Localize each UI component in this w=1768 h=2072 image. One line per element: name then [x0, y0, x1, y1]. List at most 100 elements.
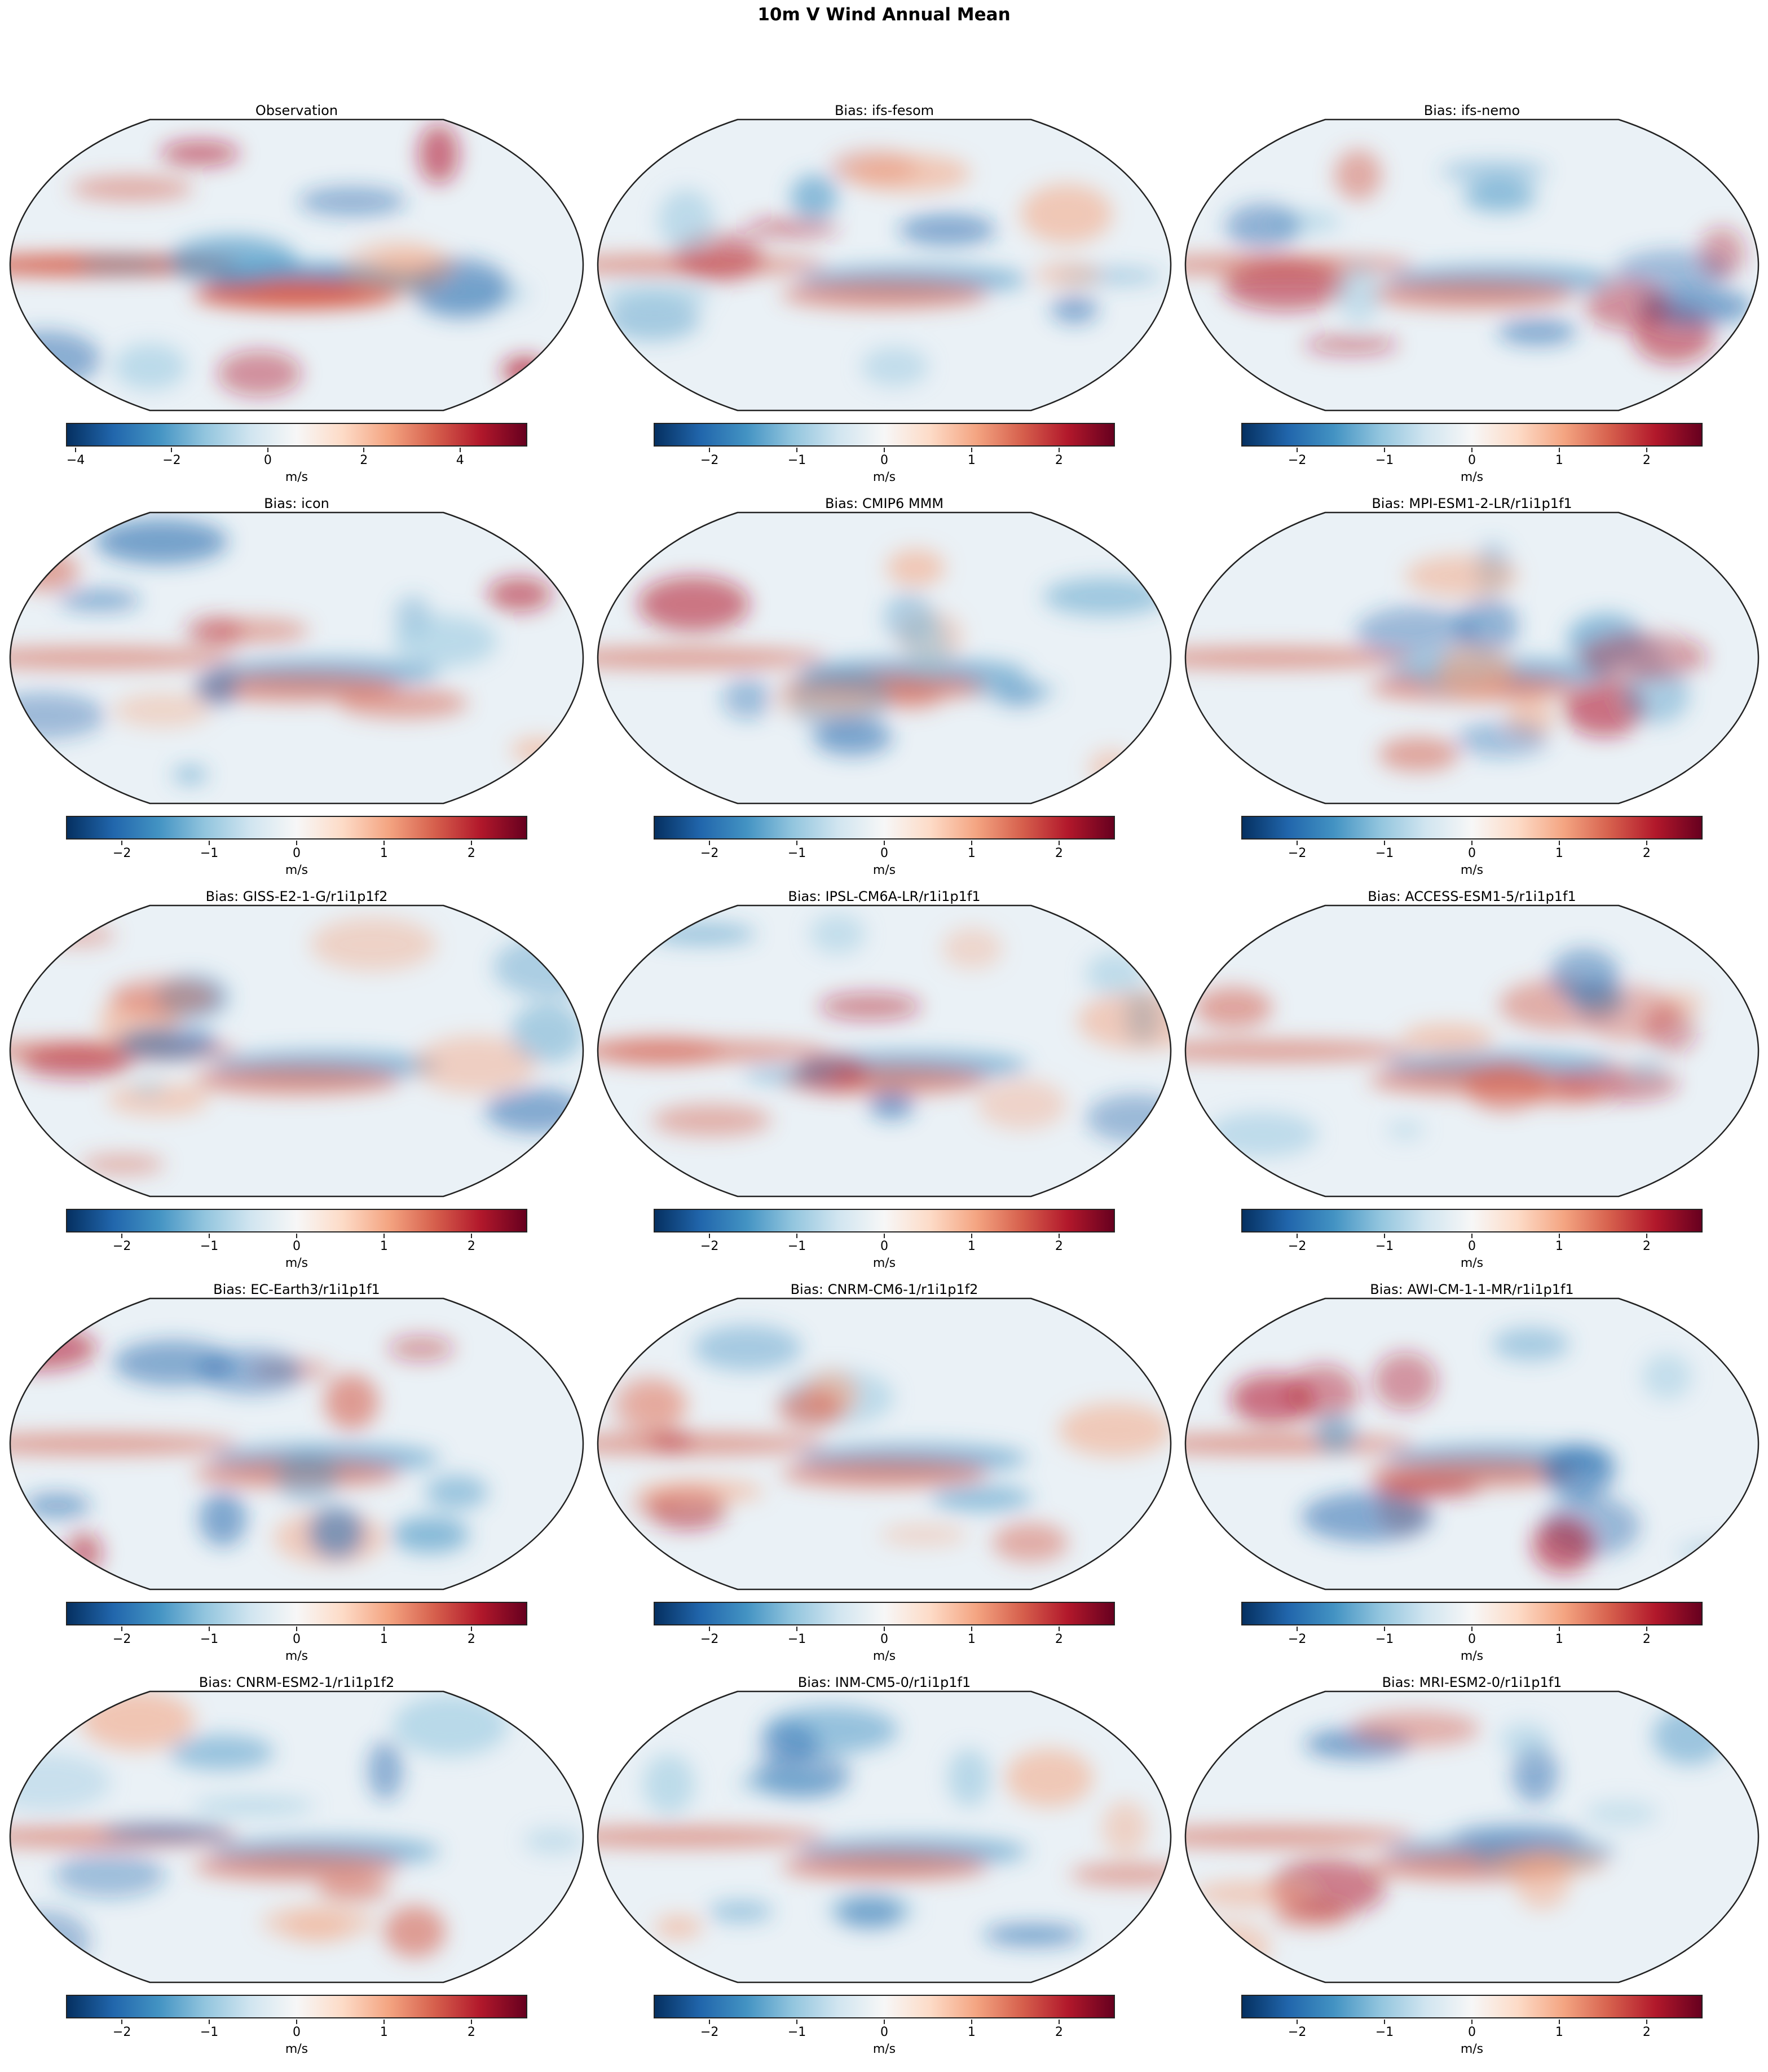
field-blob: [818, 993, 922, 1020]
field-blob: [745, 218, 839, 237]
field-blob: [193, 280, 400, 309]
field-blob: [1225, 204, 1301, 249]
field-blob: [907, 613, 950, 675]
colorbar: [66, 816, 527, 840]
field-blob: [809, 913, 866, 955]
field-blob: [1626, 1059, 1665, 1080]
colorbar-tick-label: 1: [967, 2025, 976, 2039]
colorbar-tick-label: 1: [967, 846, 976, 860]
map-boundary: [9, 1297, 584, 1591]
colorbar-tick: [709, 448, 711, 452]
map-field: [1184, 1690, 1760, 1983]
field-blob: [502, 357, 548, 385]
panel-title: Bias: ifs-fesom: [834, 103, 934, 118]
colorbar-tick: [884, 2020, 885, 2024]
colorbar-label: m/s: [1460, 1649, 1484, 1663]
colorbar-tick: [1558, 841, 1560, 845]
colorbar-tick-label: −2: [1288, 453, 1307, 467]
panel-title: Bias: icon: [264, 496, 329, 511]
colorbar-tick-label: 1: [1555, 2025, 1563, 2039]
field-blob: [638, 576, 750, 632]
colorbar-tick-label: 2: [1642, 453, 1651, 467]
colorbar-tick-label: −1: [787, 2025, 806, 2039]
field-blob: [310, 917, 437, 971]
colorbar: [1241, 1209, 1703, 1232]
colorbar-tick-label: 0: [293, 846, 301, 860]
field-blob: [967, 682, 1058, 700]
colorbar-tick: [470, 2020, 472, 2024]
colorbar-tick: [1384, 2020, 1386, 2024]
field-blob: [100, 1823, 232, 1841]
colorbar-tick: [383, 841, 385, 845]
field-blob: [1368, 280, 1576, 309]
colorbar-tick-label: 2: [1642, 1239, 1651, 1253]
colorbar-tick: [709, 1234, 711, 1238]
colorbar-tick-label: 2: [467, 1632, 475, 1646]
colorbar-tick: [121, 841, 123, 845]
colorbar-tick-label: −1: [1375, 1632, 1394, 1646]
field-blob: [10, 647, 239, 669]
field-blob: [1455, 721, 1549, 757]
map-boundary: [1184, 511, 1760, 805]
colorbar-tick: [796, 448, 798, 452]
field-blob: [790, 174, 838, 220]
panel-title: Bias: CMIP6 MMM: [825, 496, 944, 511]
map-panel: Bias: ACCESS-ESM1-5/r1i1p1f1 −2 −1 0 1 2 m/s: [1184, 889, 1760, 1286]
colorbar-tick-label: 0: [880, 1632, 888, 1646]
colorbar-tick: [383, 1234, 385, 1238]
colorbar-tick-label: 2: [1055, 1239, 1063, 1253]
field-blob: [849, 154, 971, 193]
field-blob: [879, 686, 942, 711]
panel-title: Bias: AWI-CM-1-1-MR/r1i1p1f1: [1370, 1282, 1574, 1297]
field-blob: [1303, 334, 1399, 355]
field-blob: [1020, 184, 1113, 244]
panel-title: Observation: [255, 103, 338, 118]
colorbar-tick: [1297, 448, 1298, 452]
colorbar-tick: [470, 1234, 472, 1238]
colorbar-tick-label: −2: [1288, 1239, 1307, 1253]
map-boundary: [9, 118, 584, 412]
panel-title: Bias: CNRM-ESM2-1/r1i1p1f2: [199, 1675, 395, 1690]
field-blob: [113, 343, 187, 390]
colorbar: [654, 1209, 1115, 1232]
field-blob: [992, 1522, 1069, 1563]
colorbar: [66, 1995, 527, 2018]
map-panel: Bias: ifs-fesom −2 −1 0 1 2 m/s: [597, 103, 1172, 500]
colorbar-tick: [971, 1627, 972, 1631]
field-blob: [1622, 665, 1690, 724]
colorbar-tick: [75, 448, 77, 452]
map-field: [597, 118, 1172, 412]
field-blob: [160, 141, 240, 166]
map-field: [597, 904, 1172, 1198]
colorbar: [654, 816, 1115, 840]
map-boundary: [1184, 118, 1760, 412]
colorbar-tick: [121, 1234, 123, 1238]
colorbar-tick-label: −2: [700, 2025, 719, 2039]
field-blob: [598, 1036, 723, 1067]
colorbar-tick-label: −2: [700, 846, 719, 860]
colorbar-tick: [1558, 2020, 1560, 2024]
colorbar-label: m/s: [285, 2042, 308, 2056]
colorbar-tick-label: 1: [967, 1239, 976, 1253]
field-blob: [1334, 149, 1382, 201]
field-blob: [1192, 1880, 1312, 1907]
colorbar-tick-label: 0: [293, 1239, 301, 1253]
map-panel: Bias: ifs-nemo −2 −1 0 1 2 m/s: [1184, 103, 1760, 500]
colorbar-tick: [1297, 841, 1298, 845]
field-blob: [879, 1523, 968, 1547]
colorbar-label: m/s: [1460, 2042, 1484, 2056]
field-blob: [777, 1388, 843, 1429]
field-blob: [781, 280, 988, 309]
colorbar-tick: [121, 1627, 123, 1631]
colorbar: [66, 1209, 527, 1232]
field-blob: [1499, 1722, 1551, 1757]
colorbar-tick-label: 0: [880, 1239, 888, 1253]
field-blob: [693, 1325, 802, 1371]
field-blob: [167, 236, 298, 286]
colorbar-tick-label: 1: [967, 1632, 976, 1646]
colorbar-tick: [796, 841, 798, 845]
field-blob: [343, 240, 449, 298]
field-blob: [80, 1691, 195, 1751]
field-blob: [168, 1734, 275, 1770]
colorbar-tick: [884, 1234, 885, 1238]
